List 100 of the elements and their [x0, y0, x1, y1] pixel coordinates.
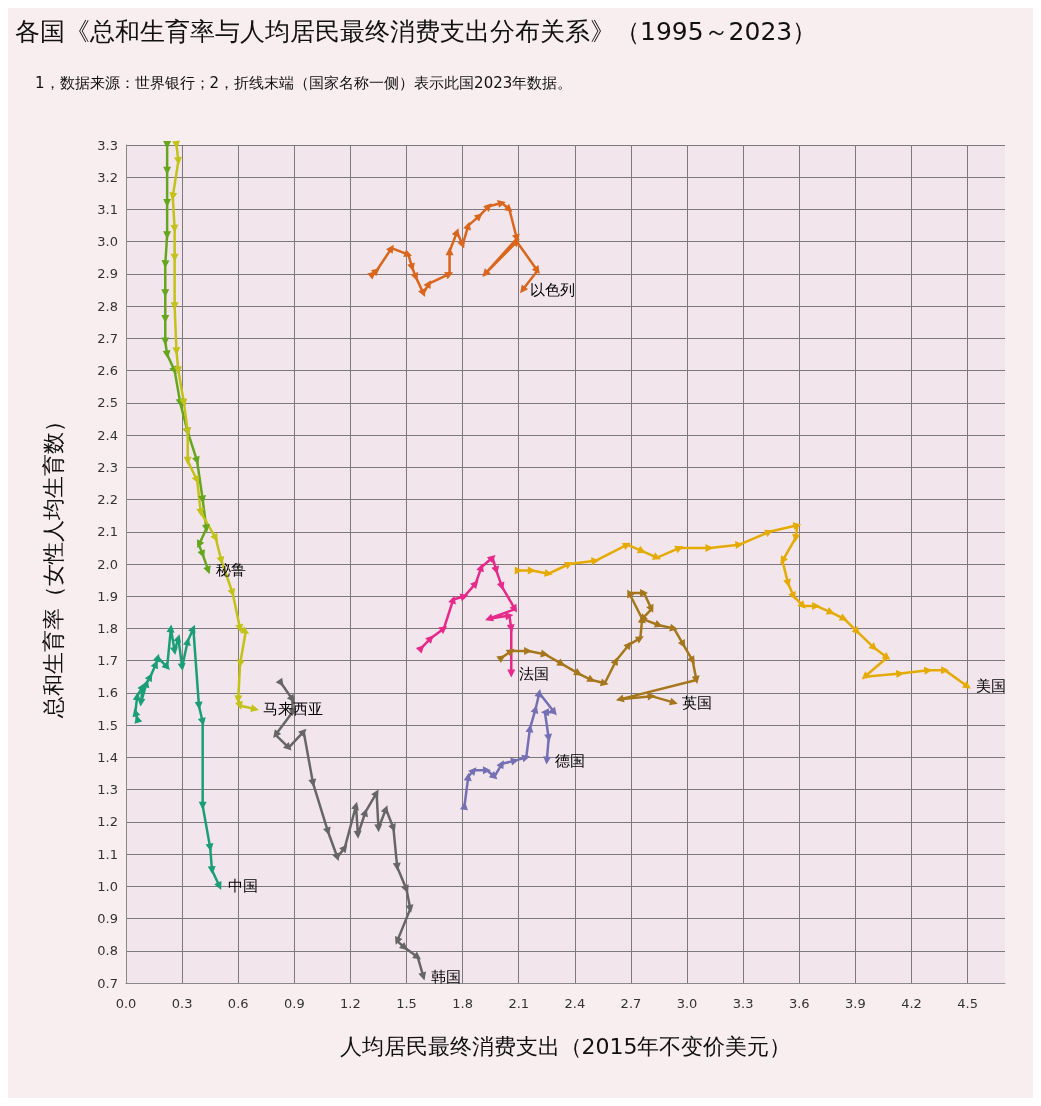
point	[825, 607, 835, 615]
point	[132, 708, 141, 718]
point	[497, 200, 506, 208]
x-tick-label: 0.0	[115, 996, 137, 1011]
point	[166, 624, 175, 633]
point	[468, 767, 477, 776]
x-tick-label: 4.5	[957, 996, 978, 1011]
point	[812, 601, 821, 610]
y-tick-label: 1.1	[97, 846, 118, 862]
point	[476, 563, 484, 573]
point	[540, 708, 549, 717]
point	[792, 522, 802, 531]
x-tick-label: 3.9	[845, 996, 866, 1011]
point	[162, 349, 171, 359]
point	[177, 662, 186, 672]
y-tick-label: 2.3	[97, 459, 118, 475]
point	[360, 808, 368, 818]
y-tick-label: 1.4	[97, 749, 118, 765]
point	[531, 265, 540, 274]
point	[353, 830, 362, 839]
x-tick-label: 1.8	[452, 996, 473, 1011]
y-tick-label: 0.9	[97, 911, 118, 927]
point	[511, 238, 520, 248]
point	[137, 698, 146, 707]
point	[457, 239, 465, 249]
point	[504, 612, 514, 621]
point	[621, 542, 631, 551]
x-axis-title: 人均居民最终消费支出（2015年不变价美元）	[339, 1033, 792, 1059]
point	[610, 657, 618, 667]
series-label: 法国	[519, 664, 550, 683]
point	[235, 623, 244, 633]
point	[210, 532, 218, 542]
point	[792, 533, 801, 543]
point	[250, 704, 259, 713]
point	[172, 140, 181, 149]
y-tick-label: 1.0	[97, 878, 118, 894]
point	[651, 552, 661, 560]
y-tick-label: 1.8	[97, 620, 118, 636]
point	[488, 771, 498, 780]
point	[485, 613, 494, 622]
point	[201, 524, 210, 533]
point	[590, 557, 600, 566]
y-tick-label: 3.2	[97, 169, 118, 185]
y-tick-label: 2.2	[97, 492, 118, 508]
y-tick-label: 1.7	[97, 653, 118, 669]
point	[194, 701, 203, 710]
point	[640, 589, 649, 598]
point	[544, 733, 553, 743]
point	[205, 842, 214, 852]
point	[534, 689, 543, 698]
point	[691, 675, 700, 684]
point	[332, 852, 340, 862]
point	[615, 694, 625, 703]
point	[141, 679, 150, 689]
point	[203, 565, 211, 575]
point	[463, 221, 471, 231]
point	[173, 634, 182, 644]
point	[191, 474, 199, 484]
series-label: 英国	[681, 693, 712, 712]
point	[386, 244, 394, 254]
point	[451, 228, 460, 238]
y-tick-label: 2.4	[97, 427, 118, 443]
point	[868, 642, 877, 651]
point	[179, 398, 188, 407]
point	[374, 824, 383, 833]
point	[380, 805, 389, 815]
point	[412, 951, 421, 960]
x-tick-label: 2.1	[508, 996, 530, 1011]
x-tick-label: 2.4	[564, 996, 586, 1011]
point	[543, 756, 552, 765]
point	[423, 280, 431, 290]
point	[410, 271, 419, 281]
series-label: 韩国	[431, 967, 462, 986]
point	[838, 613, 848, 621]
point	[169, 191, 178, 201]
x-tick-label: 3.3	[732, 996, 754, 1011]
point	[214, 881, 222, 890]
series-label: 中国	[227, 877, 258, 896]
y-tick-label: 1.5	[97, 717, 118, 733]
x-tick-label: 3.6	[788, 996, 810, 1011]
point	[371, 789, 379, 799]
point	[473, 213, 483, 222]
point	[275, 677, 284, 687]
point	[669, 623, 678, 632]
point	[543, 568, 553, 577]
point	[506, 623, 515, 633]
point	[548, 706, 557, 716]
y-tick-label: 0.7	[97, 975, 118, 991]
point	[525, 724, 534, 733]
point	[486, 554, 496, 564]
point	[351, 801, 359, 811]
point	[483, 203, 492, 212]
series-label: 德国	[554, 751, 585, 770]
point	[425, 635, 434, 644]
x-tick-label: 4.2	[901, 996, 922, 1011]
x-tick-label: 0.6	[227, 996, 249, 1011]
point	[150, 660, 158, 670]
point	[735, 541, 744, 550]
x-tick-label: 1.2	[340, 996, 361, 1011]
point	[161, 661, 170, 671]
